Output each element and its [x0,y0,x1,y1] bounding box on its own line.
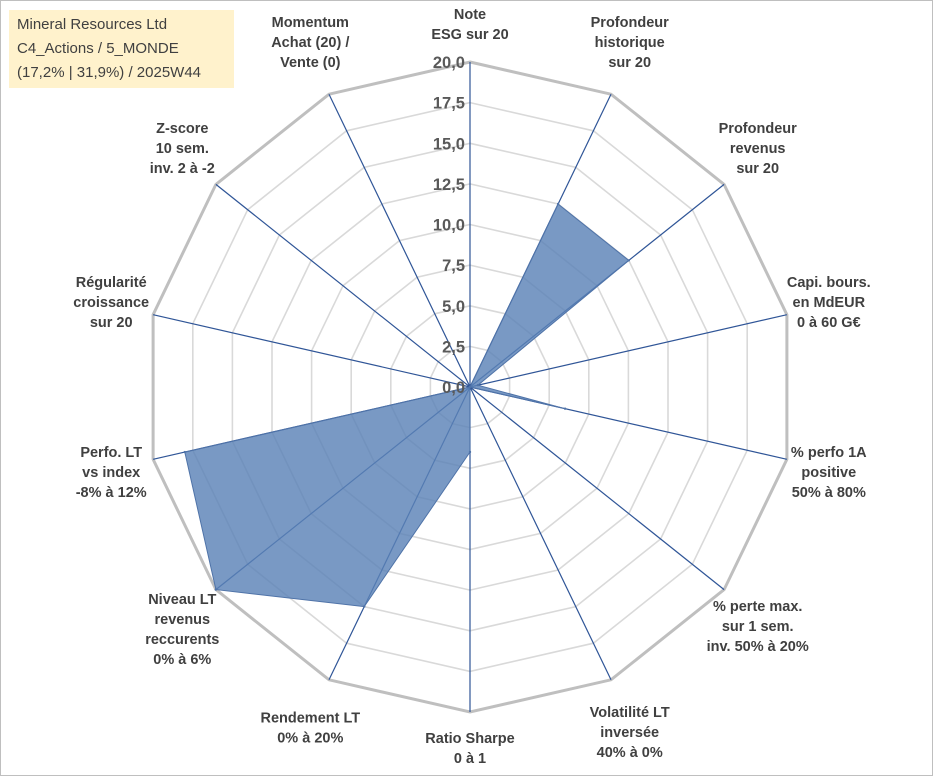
axis-label: sur 20 [90,315,133,331]
axis-label: Vente (0) [280,55,341,71]
data-point [556,202,560,206]
axis-label: Capi. bours. [787,275,871,291]
axis-spoke [328,93,471,388]
performance-week: (17,2% | 31,9%) / 2025W44 [17,64,201,81]
axis-label-group: Régularité croissance sur 20 [73,275,149,331]
tick-label: 0,0 [442,379,465,397]
company-name: Mineral Resources Ltd [17,16,168,33]
axis-label: Note [454,7,486,23]
tick-labels: 0,0 2,5 5,0 7,5 10,0 12,5 15,0 17,5 20,0 [433,54,465,397]
axis-label: 0% à 20% [277,731,343,747]
tick-label: 15,0 [433,135,465,153]
axis-label: ESG sur 20 [431,27,508,43]
data-point [468,450,472,454]
portfolio-category: C4_Actions / 5_MONDE [17,40,179,57]
axis-label-group: Momentum Achat (20) / Vente (0) [271,15,349,71]
axis-label: Perfo. LT [80,445,142,461]
data-point [183,450,186,454]
axis-label-group: Rendement LT 0% à 20% [260,711,360,747]
axis-label: historique [595,35,665,51]
axis-label: sur 1 sem. [722,619,794,635]
axis-label: sur 20 [736,161,779,177]
axis-spoke [152,314,471,388]
axis-label: Rendement LT [260,711,360,727]
axis-label: Z-score [156,121,208,137]
axis-label: % perfo 1A [791,445,867,461]
series-layer [183,202,630,608]
axis-label: revenus [154,612,210,628]
axis-label: Ratio Sharpe [425,731,514,747]
axis-spoke [215,183,471,388]
axis-label: Achat (20) / [271,35,349,51]
axis-label: % perte max. [713,599,802,615]
axis-label: 50% à 80% [792,485,866,501]
axis-label: 0 à 1 [454,751,486,767]
info-box: Mineral Resources Ltd C4_Actions / 5_MON… [9,10,234,88]
data-point [214,588,218,591]
axis-label-group: Volatilité LT inversée 40% à 0% [590,705,670,761]
axis-label: croissance [73,295,149,311]
axis-spoke [469,386,612,681]
axis-spoke [469,314,788,388]
axis-label-group: % perfo 1A positive 50% à 80% [791,445,867,501]
axis-label: positive [801,465,856,481]
axis-label: revenus [730,141,786,157]
axis-labels: Note ESG sur 20 Profondeur historique sur 20… [73,7,870,767]
axis-label: Profondeur [719,121,797,137]
tick-label: 7,5 [442,257,465,275]
axis-label: Momentum [272,15,349,31]
axis-label-group: Z-score 10 sem. inv. 2 à -2 [150,121,215,177]
axis-label-group: Perfo. LT vs index -8% à 12% [76,445,147,501]
axis-label: Niveau LT [148,592,216,608]
axis-spoke [469,386,725,591]
axis-label-group: Ratio Sharpe 0 à 1 [425,731,514,767]
axis-label-group: Profondeur historique sur 20 [591,15,669,71]
axis-label: 0% à 6% [153,652,211,668]
tick-label: 12,5 [433,176,465,194]
tick-label: 17,5 [433,95,465,113]
axis-label-group: Profondeur revenus sur 20 [719,121,797,177]
axis-label: 10 sem. [156,141,209,157]
data-point [476,384,480,387]
axis-label-group: Niveau LT revenus reccurents 0% à 6% [145,592,219,668]
axis-label: vs index [82,465,140,481]
axis-label: sur 20 [608,55,651,71]
tick-label: 2,5 [442,338,465,356]
data-point [627,259,630,262]
axis-label-group: % perte max. sur 1 sem. inv. 50% à 20% [707,599,809,655]
axis-label: 0 à 60 G€ [797,315,861,331]
tick-label: 5,0 [442,298,465,316]
series-area [184,203,630,608]
axis-label: Volatilité LT [590,705,670,721]
data-point [468,385,472,389]
tick-label: 20,0 [433,54,465,72]
tick-label: 10,0 [433,217,465,235]
axis-label: reccurents [145,632,219,648]
axis-label: inv. 50% à 20% [707,639,809,655]
axis-label: Profondeur [591,15,669,31]
data-point [563,407,567,410]
axis-label: Régularité [76,275,147,291]
axis-label-group: Note ESG sur 20 [431,7,508,43]
data-point [363,605,366,608]
axis-label-group: Capi. bours. en MdEUR 0 à 60 G€ [787,275,871,331]
axis-label: -8% à 12% [76,485,147,501]
axis-label: inversée [600,725,659,741]
axis-label: en MdEUR [793,295,866,311]
axis-label: inv. 2 à -2 [150,161,215,177]
axis-label: 40% à 0% [597,745,663,761]
